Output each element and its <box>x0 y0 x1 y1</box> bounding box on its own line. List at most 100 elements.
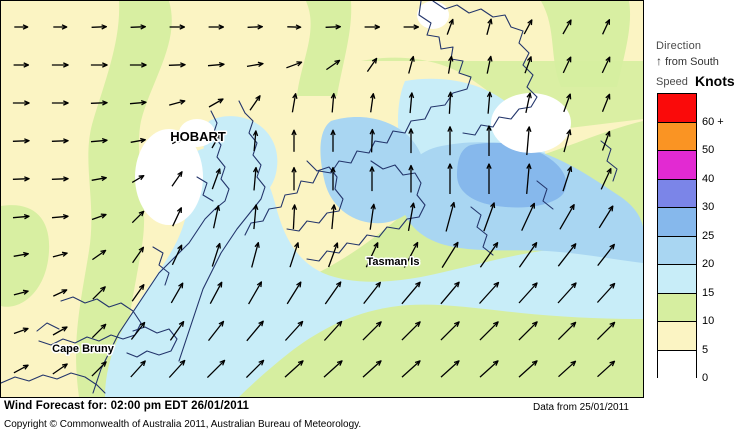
wind-arrow-shaft <box>440 281 460 305</box>
wind-arrow-head <box>215 133 221 140</box>
wind-arrow-head <box>22 364 29 370</box>
wind-arrow-shaft <box>130 322 146 340</box>
wind-arrow-head <box>22 24 29 30</box>
wind-arrow-shaft <box>286 61 302 69</box>
wind-arrow-shaft <box>365 242 379 268</box>
wind-arrow-shaft <box>52 363 68 375</box>
wind-arrow-head <box>335 24 342 30</box>
wind-arrow-head <box>217 98 224 104</box>
wind-arrow-shaft <box>487 92 491 114</box>
wind-arrow-head <box>370 203 376 210</box>
wind-arrow-shaft <box>291 93 297 113</box>
wind-arrow-shaft <box>557 282 577 304</box>
wind-arrow-head <box>62 213 69 220</box>
wind-arrow-head <box>609 282 616 289</box>
coastline-group <box>1 1 618 394</box>
wind-arrow-head <box>296 61 303 67</box>
wind-arrow-shaft <box>206 359 226 379</box>
speed-band-25-group <box>457 142 567 208</box>
wind-arrow-head <box>139 321 146 328</box>
wind-arrow-head <box>179 359 186 366</box>
colorbar-cell-25 <box>658 208 696 237</box>
wind-arrow-head <box>609 321 616 328</box>
wind-arrow-shaft <box>370 93 374 113</box>
wind-arrow-head <box>23 62 30 68</box>
wind-arrow-head <box>606 167 612 174</box>
wind-arrow-shaft <box>479 321 499 341</box>
wind-arrow-head <box>374 24 381 30</box>
wind-arrow-shaft <box>292 204 296 230</box>
wind-arrow-shaft <box>409 92 413 114</box>
wind-arrow-shaft <box>172 207 182 227</box>
wind-arrow-shaft <box>483 202 495 232</box>
wind-arrow-shaft <box>13 364 29 374</box>
wind-arrow-shaft <box>132 246 144 264</box>
wind-arrow-shaft <box>212 205 220 229</box>
wind-arrow-head <box>490 202 496 209</box>
wind-arrow-head <box>330 204 337 211</box>
wind-arrow-head <box>334 59 341 66</box>
wind-arrow-head <box>100 249 107 256</box>
wind-arrow-shaft <box>207 63 225 67</box>
wind-arrow-shaft <box>563 129 571 153</box>
wind-arrow-head <box>447 91 454 98</box>
wind-arrow-shaft <box>91 213 107 221</box>
wind-arrow-head <box>215 242 221 249</box>
wind-arrow-shaft <box>363 281 381 305</box>
wind-arrow-head <box>217 281 223 288</box>
wind-arrow-head <box>566 19 572 26</box>
wind-arrow-head <box>330 92 337 99</box>
wind-arrow-shaft <box>447 56 453 74</box>
wind-arrow-shaft <box>401 360 421 378</box>
wind-arrow-head <box>252 166 259 173</box>
wind-arrow-head <box>101 24 108 30</box>
colorbar-tick-label: 10 <box>702 315 715 327</box>
wind-arrow-head <box>408 164 414 171</box>
wind-arrow-shaft <box>171 244 183 266</box>
map-canvas: HOBART Tasman Is Cape Bruny <box>1 1 643 397</box>
wind-arrow-head <box>571 282 577 289</box>
wind-arrow-head <box>176 207 182 214</box>
wind-arrow-head <box>492 360 499 366</box>
wind-arrow-shaft <box>289 242 299 268</box>
wind-arrow-head <box>532 282 538 289</box>
wind-arrow-shaft <box>600 168 612 190</box>
wind-arrow-head <box>214 205 221 212</box>
wind-arrow-shaft <box>597 243 615 267</box>
copyright-notice: Copyright © Commonwealth of Australia 20… <box>4 419 362 430</box>
map-label-cape-bruny: Cape Bruny <box>52 343 115 355</box>
wind-arrow-shaft <box>248 281 262 305</box>
wind-arrow-head <box>61 363 68 369</box>
wind-arrow-shaft <box>53 289 67 297</box>
wind-arrow-shaft <box>518 282 538 304</box>
colorbar-cell-50 <box>658 122 696 151</box>
wind-arrow-shaft <box>169 321 185 341</box>
wind-arrow-head <box>255 95 261 102</box>
wind-arrow-head <box>176 137 183 143</box>
colorbar-cell-15 <box>658 265 696 294</box>
wind-arrow-head <box>453 360 460 366</box>
wind-arrow-shaft <box>286 281 302 305</box>
wind-arrow-head <box>258 320 264 327</box>
colorbar-tick-label: 15 <box>702 286 715 299</box>
colorbar-tick-label: 40 <box>702 172 715 185</box>
wind-arrow-head <box>177 171 183 178</box>
wind-arrow-shaft <box>245 359 265 379</box>
wind-arrow-shaft <box>130 26 146 28</box>
wind-arrow-shaft <box>596 283 616 303</box>
wind-arrow-head <box>566 93 572 100</box>
legend-direction-subtitle: ↑ from South <box>656 54 719 68</box>
wind-arrow-head <box>258 359 265 366</box>
wind-arrow-head <box>292 93 298 99</box>
wind-forecast-map[interactable]: HOBART Tasman Is Cape Bruny <box>0 0 644 398</box>
wind-arrow-shaft <box>559 204 575 230</box>
colorbar-cell-30 <box>658 179 696 208</box>
wind-arrow-head <box>256 281 263 288</box>
wind-arrow-shaft <box>253 204 257 230</box>
wind-arrow-head <box>486 163 492 169</box>
wind-arrow-shaft <box>518 321 538 341</box>
wind-arrow-shaft <box>52 252 68 258</box>
wind-arrow-head <box>179 24 186 30</box>
wind-arrow-shaft <box>362 360 382 378</box>
wind-arrow-shaft <box>518 360 538 378</box>
